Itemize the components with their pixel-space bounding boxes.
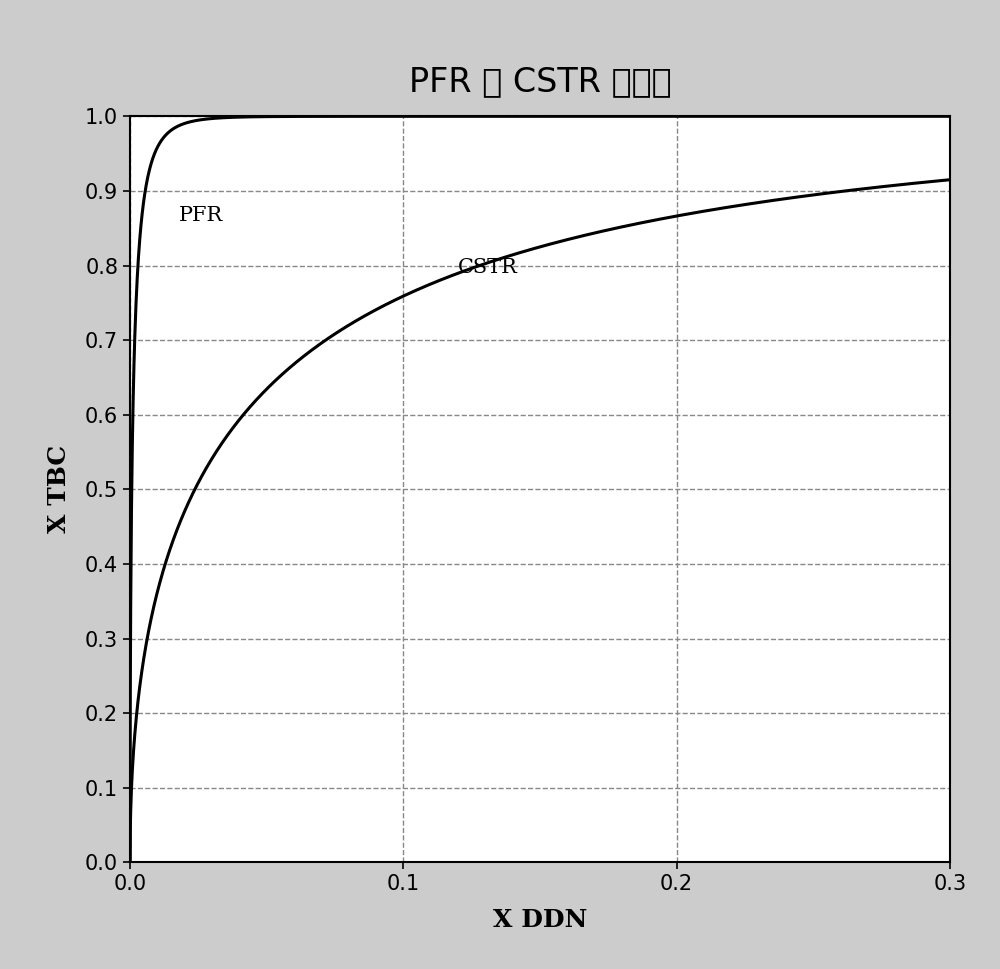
X-axis label: X DDN: X DDN <box>493 908 587 932</box>
Y-axis label: X TBC: X TBC <box>47 445 71 534</box>
Title: PFR 与 CSTR 的比较: PFR 与 CSTR 的比较 <box>409 65 671 98</box>
Text: CSTR: CSTR <box>458 258 518 277</box>
Text: PFR: PFR <box>179 205 223 225</box>
